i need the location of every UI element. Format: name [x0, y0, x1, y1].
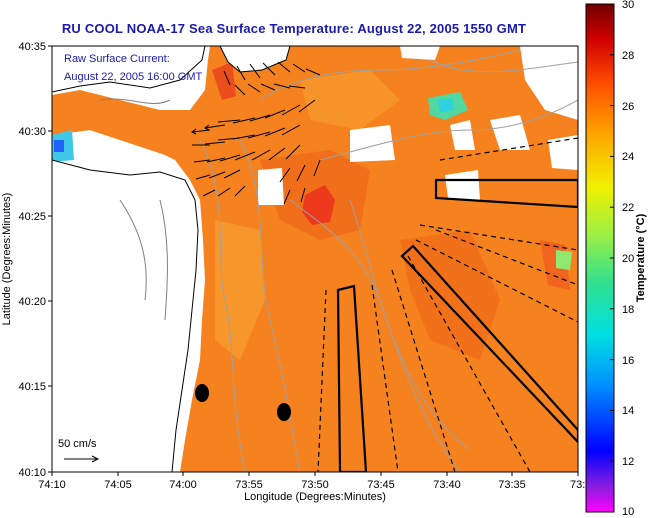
- x-tick-label: 73:50: [301, 479, 329, 491]
- scale-label: 50 cm/s: [58, 438, 97, 450]
- colorbar-tick-label: 16: [622, 355, 634, 367]
- colorbar-tick-label: 24: [622, 151, 634, 163]
- station-marker-1[interactable]: [195, 384, 209, 402]
- land-mass: [219, 46, 291, 73]
- current-annotation-line2: August 22, 2005 16:00 GMT: [64, 71, 202, 83]
- cloud-mask: [400, 46, 440, 60]
- y-tick-label: 40:25: [18, 211, 46, 223]
- x-tick-label: 74:05: [104, 479, 132, 491]
- y-axis: 40:35 40:30 40:25 40:20 40:15 40:10 Lati…: [1, 41, 52, 479]
- sst-cool-patch: [215, 220, 265, 360]
- y-axis-title: Latitude (Degrees:Minutes): [1, 193, 13, 326]
- sea-surface-region: [52, 46, 578, 472]
- x-tick-label: 73:45: [367, 479, 395, 491]
- sst-cool-patch: [300, 70, 400, 130]
- colorbar-tick-label: 14: [622, 405, 634, 417]
- x-tick-label: 74:00: [169, 479, 197, 491]
- cloud-mask: [350, 125, 395, 162]
- station-marker-2[interactable]: [277, 403, 291, 421]
- y-tick-label: 40:15: [18, 381, 46, 393]
- sea-surface-region: [52, 110, 180, 160]
- colorbar-tick-label: 12: [622, 456, 634, 468]
- colorbar-tick-label: 22: [622, 202, 634, 214]
- y-tick-label: 40:20: [18, 296, 46, 308]
- colorbar-tick-label: 26: [622, 101, 634, 113]
- page-title: RU COOL NOAA-17 Sea Surface Temperature:…: [61, 21, 527, 36]
- x-tick-label: 74:10: [38, 479, 66, 491]
- current-annotation-line1: Raw Surface Current:: [64, 53, 170, 65]
- cloud-mask: [258, 168, 284, 205]
- coastline-detail: [99, 98, 171, 321]
- y-tick-label: 40:30: [18, 126, 46, 138]
- y-tick-label: 40:10: [18, 467, 46, 479]
- cloud-mask: [445, 170, 480, 200]
- x-tick-label: 73:35: [498, 479, 526, 491]
- colorbar-tick-label: 28: [622, 50, 634, 62]
- x-axis-title: Longitude (Degrees:Minutes): [244, 491, 386, 503]
- sampling-lines: [317, 137, 578, 472]
- colorbar-tick-label: 30: [622, 0, 634, 11]
- sst-hot-spot: [212, 62, 236, 100]
- cloud-mask: [450, 120, 475, 150]
- transect-boxes: [336, 178, 578, 472]
- y-tick-label: 40:35: [18, 41, 46, 53]
- x-tick-label: 73:40: [433, 479, 461, 491]
- land-mass: [52, 46, 206, 93]
- cloud-mask: [548, 135, 578, 170]
- colorbar-title: Temperature (°C): [635, 213, 647, 302]
- sst-cold-spot: [438, 98, 454, 112]
- land-mass: [52, 159, 199, 472]
- surface-current-vectors: [191, 61, 321, 205]
- colorbar-tick-label: 18: [622, 304, 634, 316]
- colorbar-tick-label: 10: [622, 506, 634, 518]
- x-tick-label: 73:55: [235, 479, 263, 491]
- scale-arrow-icon: [64, 455, 100, 463]
- sst-cold-spot: [556, 250, 572, 270]
- colorbar: 30 28 26 24 22 20 18 16 14 12 10 Tempera…: [585, 0, 647, 518]
- colorbar-ramp: [585, 3, 615, 513]
- sst-warm-patch: [400, 230, 500, 360]
- colorbar-tick-label: 20: [622, 253, 634, 265]
- map-panel[interactable]: Raw Surface Current: August 22, 2005 16:…: [52, 46, 578, 472]
- bathymetry-contours: [199, 49, 578, 472]
- x-axis: 74:10 74:05 74:00 73:55 73:50 73:45 73:4…: [38, 472, 591, 503]
- sst-cold-spot: [54, 140, 64, 152]
